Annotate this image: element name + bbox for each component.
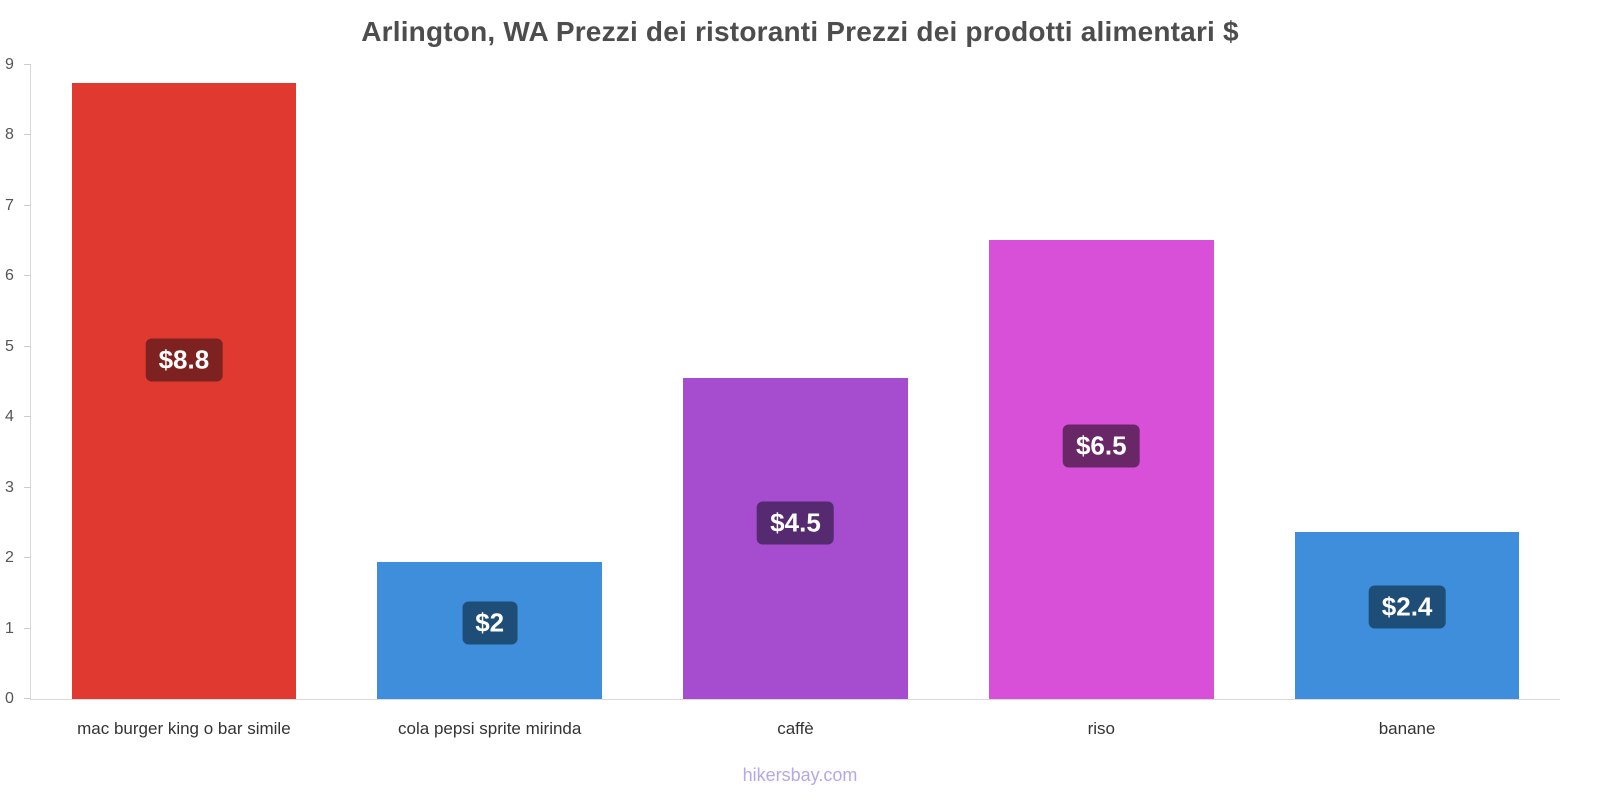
bar-5: $2.4	[1294, 532, 1520, 699]
bars-row: $8.8 mac burger king o bar simile $2 cola p…	[31, 65, 1560, 738]
bar-4: $6.5	[988, 239, 1214, 699]
y-axis-tick-label: 1	[5, 619, 14, 637]
y-axis-tick-mark	[24, 627, 31, 629]
bar-2: $2	[377, 561, 603, 699]
x-axis-label: mac burger king o bar simile	[77, 719, 291, 738]
bar-1: $8.8	[71, 82, 297, 699]
bar-slot: $6.5 riso	[948, 65, 1254, 738]
y-axis-tick-mark	[24, 275, 31, 277]
y-axis-tick-label: 0	[5, 690, 14, 707]
y-axis-tick-mark	[24, 698, 31, 699]
bar-value-badge: $8.8	[145, 338, 223, 382]
y-axis-tick-label: 9	[5, 56, 14, 73]
bar-value-badge: $4.5	[757, 501, 834, 545]
y-axis-tick-mark	[24, 204, 31, 206]
bar-value-badge: $6.5	[1062, 424, 1140, 468]
bar-value-badge: $2.4	[1368, 585, 1446, 629]
y-axis-tick-mark	[24, 416, 31, 418]
bar-slot: $2 cola pepsi sprite mirinda	[337, 65, 643, 738]
y-axis-tick-label: 8	[5, 126, 14, 144]
x-axis-label: banane	[1378, 719, 1436, 738]
bar-3: $4.5	[683, 378, 908, 699]
watermark: hikersbay.com	[742, 765, 858, 785]
y-axis-tick-label: 7	[5, 196, 14, 214]
y-axis-tick-mark	[24, 134, 31, 136]
y-axis-tick-mark	[24, 486, 31, 488]
plot-area: 0 1 2 3 4 5 6 7 8 9 $8.8 mac burger king o bar sim…	[5, 57, 1560, 738]
bar-slot: $2.4 banane	[1254, 65, 1560, 738]
y-axis-tick-label: 5	[5, 337, 14, 355]
y-axis-tick-mark	[24, 345, 31, 347]
chart-title: Arlington, WA Prezzi dei ristoranti Prez…	[361, 16, 1239, 47]
bar-value-badge: $2	[462, 601, 518, 645]
x-axis-label: caffè	[777, 719, 814, 738]
y-axis-tick-label: 4	[5, 408, 14, 426]
x-axis-label: riso	[1087, 719, 1115, 738]
y-axis-tick-mark	[24, 557, 31, 559]
y-axis-tick-label: 3	[5, 478, 14, 496]
x-axis-label: cola pepsi sprite mirinda	[398, 719, 582, 738]
bar-slot: $8.8 mac burger king o bar simile	[31, 65, 337, 738]
y-axis-tick-label: 6	[5, 267, 14, 285]
bar-slot: $4.5 caffè	[643, 65, 949, 738]
y-axis-tick-mark	[24, 64, 31, 65]
y-axis-tick-label: 2	[5, 549, 14, 567]
